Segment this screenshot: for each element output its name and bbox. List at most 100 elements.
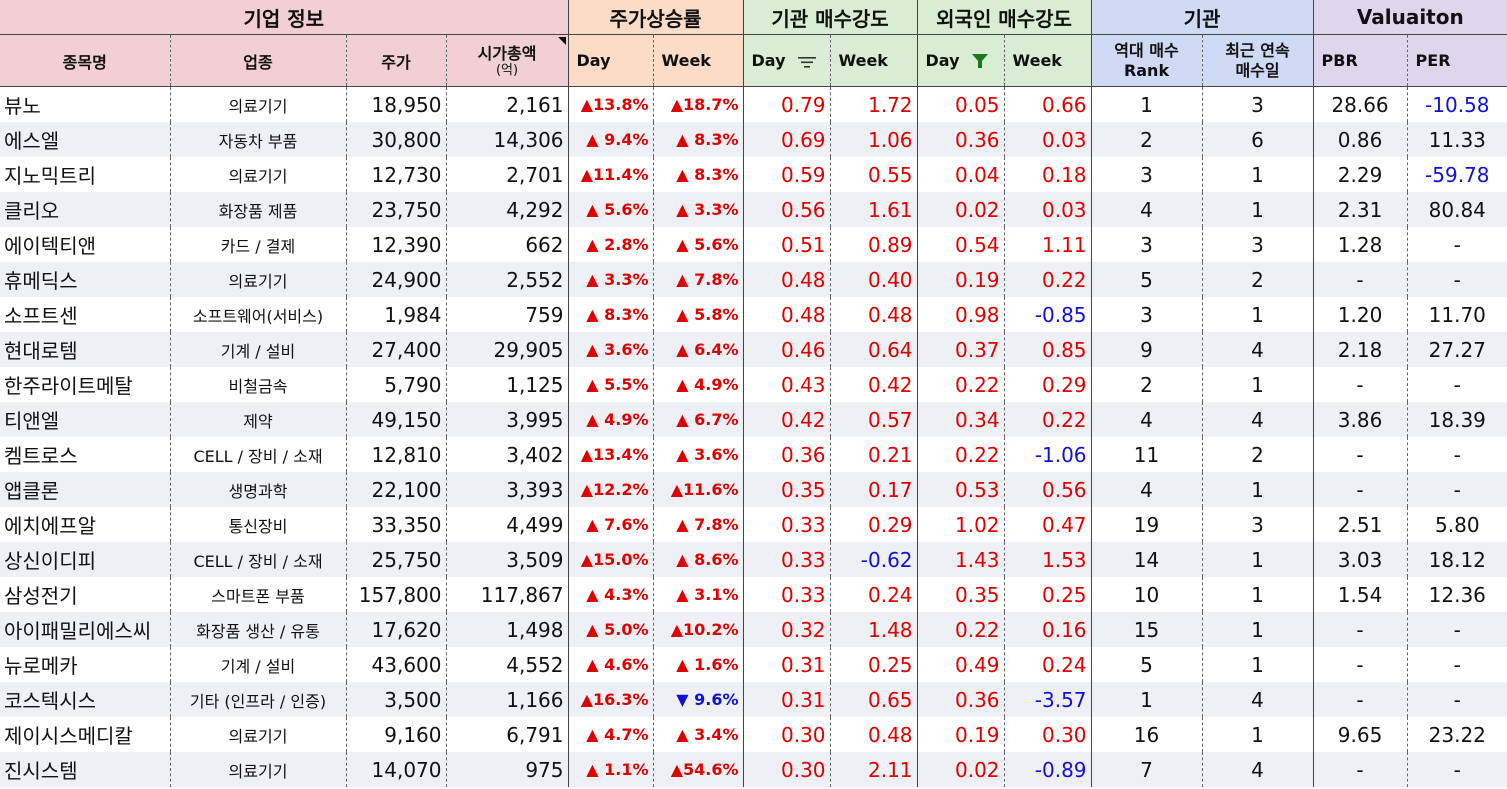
- col-header-foreign-day[interactable]: Day: [916, 34, 1005, 87]
- cell-inst-week: 0.89: [829, 227, 918, 262]
- cell-name: 휴메딕스: [0, 262, 170, 297]
- table-row[interactable]: 휴메딕스 의료기기 24,900 2,552 ▲ 3.3% ▲ 7.8% 0.48 0.40 0…: [0, 262, 1507, 297]
- cell-per: -59.78: [1406, 157, 1507, 192]
- cell-rise-week: ▲54.6%: [652, 752, 744, 787]
- cell-foreign-week: 0.18: [1003, 157, 1092, 192]
- col-header-inst-week[interactable]: Week: [829, 34, 918, 87]
- cell-industry: 통신장비: [169, 507, 346, 542]
- cell-name: 티앤엘: [0, 402, 170, 437]
- col-header-rise-day[interactable]: Day: [567, 34, 654, 87]
- cell-industry: 기계 / 설비: [169, 332, 346, 367]
- col-header-per[interactable]: PER: [1406, 34, 1507, 87]
- cell-rise-week: ▲ 1.6%: [652, 647, 744, 682]
- cell-price: 9,160: [345, 717, 446, 752]
- cell-market-cap: 3,393: [445, 472, 569, 507]
- cell-name: 코스텍시스: [0, 682, 170, 717]
- cell-foreign-week: 0.30: [1003, 717, 1092, 752]
- cell-streak: 1: [1201, 577, 1314, 612]
- col-header-market-cap[interactable]: 시가총액 (억): [445, 34, 569, 87]
- col-header-rank[interactable]: 역대 매수 Rank: [1090, 34, 1203, 87]
- cell-rank: 4: [1090, 192, 1203, 227]
- cell-inst-week: 0.25: [829, 647, 918, 682]
- cell-streak: 1: [1201, 542, 1314, 577]
- group-company-info: 기업 정보: [0, 0, 569, 35]
- col-header-name[interactable]: 종목명: [0, 34, 170, 87]
- cell-industry: 화장품 제품: [169, 192, 346, 227]
- table-row[interactable]: 에치에프알 통신장비 33,350 4,499 ▲ 7.6% ▲ 7.8% 0.33 0.29…: [0, 507, 1507, 542]
- cell-foreign-day: 0.53: [916, 472, 1005, 507]
- cell-foreign-day: 0.49: [916, 647, 1005, 682]
- col-header-pbr[interactable]: PBR: [1312, 34, 1408, 87]
- cell-streak: 2: [1201, 262, 1314, 297]
- table-row[interactable]: 아이패밀리에스씨 화장품 생산 / 유통 17,620 1,498 ▲ 5.0% ▲10.…: [0, 612, 1507, 647]
- cell-per: 23.22: [1406, 717, 1507, 752]
- table-row[interactable]: 현대로템 기계 / 설비 27,400 29,905 ▲ 3.6% ▲ 6.4% 0.46 0…: [0, 332, 1507, 367]
- cell-market-cap: 117,867: [445, 577, 569, 612]
- table-row[interactable]: 한주라이트메탈 비철금속 5,790 1,125 ▲ 5.5% ▲ 4.9% 0.43 0.4…: [0, 367, 1507, 402]
- cell-inst-week: 0.21: [829, 437, 918, 472]
- cell-pbr: 9.65: [1312, 717, 1408, 752]
- cell-foreign-week: 1.53: [1003, 542, 1092, 577]
- cell-per: -: [1406, 612, 1507, 647]
- table-row[interactable]: 티앤엘 제약 49,150 3,995 ▲ 4.9% ▲ 6.7% 0.42 0.57 0.34…: [0, 402, 1507, 437]
- table-row[interactable]: 코스텍시스 기타 (인프라 / 인증) 3,500 1,166 ▲16.3% ▼ 9.6%…: [0, 682, 1507, 717]
- table-row[interactable]: 에스엘 자동차 부품 30,800 14,306 ▲ 9.4% ▲ 8.3% 0.69 1.0…: [0, 122, 1507, 157]
- table-row[interactable]: 앱클론 생명과학 22,100 3,393 ▲12.2% ▲11.6% 0.35 0.17 0.…: [0, 472, 1507, 507]
- cell-price: 18,950: [345, 86, 446, 122]
- cell-inst-week: 0.64: [829, 332, 918, 367]
- market-cap-label: 시가총액: [477, 44, 537, 63]
- col-header-inst-day[interactable]: Day: [742, 34, 831, 87]
- cell-streak: 1: [1201, 157, 1314, 192]
- table-row[interactable]: 켐트로스 CELL / 장비 / 소재 12,810 3,402 ▲13.4% ▲ 3.6…: [0, 437, 1507, 472]
- cell-per: -: [1406, 682, 1507, 717]
- cell-name: 뉴로메카: [4, 654, 78, 678]
- cell-rise-day: ▲ 1.1%: [567, 752, 654, 787]
- cell-streak: 4: [1201, 752, 1314, 787]
- filter-icon[interactable]: [971, 52, 989, 70]
- cell-rise-day: ▲13.4%: [567, 437, 654, 472]
- cell-rise-day: ▲ 5.5%: [567, 367, 654, 402]
- market-cap-unit: (억): [495, 63, 519, 78]
- table-row[interactable]: 삼성전기 스마트폰 부품 157,800 117,867 ▲ 4.3% ▲ 3.1% 0.3…: [0, 577, 1507, 612]
- cell-per: 11.70: [1406, 297, 1507, 332]
- table-row[interactable]: 진시스템 의료기기 14,070 975 ▲ 1.1% ▲54.6% 0.30 2.11 0.0…: [0, 752, 1507, 787]
- col-header-industry[interactable]: 업종: [169, 34, 346, 87]
- cell-foreign-week: -1.06: [1003, 437, 1092, 472]
- cell-inst-day: 0.31: [742, 647, 831, 682]
- col-header-rise-week[interactable]: Week: [652, 34, 744, 87]
- cell-industry: 자동차 부품: [169, 122, 346, 157]
- cell-foreign-day: 0.22: [916, 437, 1005, 472]
- table-row[interactable]: 지노믹트리 의료기기 12,730 2,701 ▲11.4% ▲ 8.3% 0.59 0.55…: [0, 157, 1507, 192]
- cell-inst-day: 0.33: [742, 507, 831, 542]
- cell-streak: 6: [1201, 122, 1314, 157]
- cell-rise-week: ▲18.7%: [652, 86, 744, 122]
- cell-rise-day: ▲ 2.8%: [567, 227, 654, 262]
- table-row[interactable]: 뷰노 의료기기 18,950 2,161 ▲13.8% ▲18.7% 0.79 1.72 0.0…: [0, 86, 1507, 122]
- cell-foreign-day: 0.02: [916, 192, 1005, 227]
- cell-name: 소프트센: [4, 304, 78, 328]
- cell-rise-day: ▲ 4.9%: [567, 402, 654, 437]
- table-row[interactable]: 에이텍티앤 카드 / 결제 12,390 662 ▲ 2.8% ▲ 5.6% 0.51 0.8…: [0, 227, 1507, 262]
- cell-rank: 3: [1090, 227, 1203, 262]
- cell-pbr: -: [1312, 367, 1408, 402]
- col-header-streak[interactable]: 최근 연속 매수일: [1201, 34, 1314, 87]
- streak-label-2: 매수일: [1235, 60, 1280, 80]
- cell-inst-day: 0.42: [742, 402, 831, 437]
- cell-rank: 1: [1090, 682, 1203, 717]
- cell-industry: 의료기기: [169, 262, 346, 297]
- table-row[interactable]: 뉴로메카 기계 / 설비 43,600 4,552 ▲ 4.6% ▲ 1.6% 0.31 0.…: [0, 647, 1507, 682]
- table-row[interactable]: 클리오 화장품 제품 23,750 4,292 ▲ 5.6% ▲ 3.3% 0.56 1.61…: [0, 192, 1507, 227]
- table-row[interactable]: 소프트센 소프트웨어(서비스) 1,984 759 ▲ 8.3% ▲ 5.8% 0.48 0.…: [0, 297, 1507, 332]
- cell-inst-day: 0.79: [742, 86, 831, 122]
- cell-per: 80.84: [1406, 192, 1507, 227]
- cell-foreign-day: 0.19: [916, 262, 1005, 297]
- col-header-price[interactable]: 주가: [345, 34, 446, 87]
- table-row[interactable]: 제이시스메디칼 의료기기 9,160 6,791 ▲ 4.7% ▲ 3.4% 0.30 0.4…: [0, 717, 1507, 752]
- cell-rank: 4: [1090, 402, 1203, 437]
- cell-foreign-week: 0.85: [1003, 332, 1092, 367]
- col-header-foreign-week[interactable]: Week: [1003, 34, 1092, 87]
- sort-icon[interactable]: [797, 55, 817, 69]
- cell-foreign-week: 0.22: [1003, 262, 1092, 297]
- cell-foreign-week: 0.16: [1003, 612, 1092, 647]
- table-row[interactable]: 상신이디피 CELL / 장비 / 소재 25,750 3,509 ▲15.0% ▲ 8.…: [0, 542, 1507, 577]
